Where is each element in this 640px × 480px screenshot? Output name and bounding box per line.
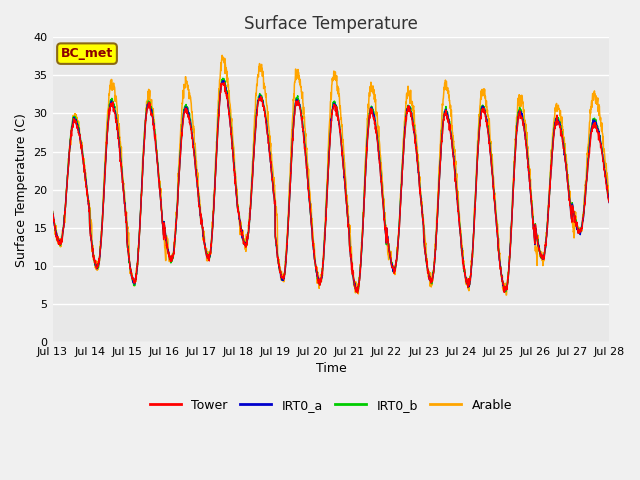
Text: BC_met: BC_met: [61, 47, 113, 60]
X-axis label: Time: Time: [316, 362, 346, 375]
Title: Surface Temperature: Surface Temperature: [244, 15, 418, 33]
Legend: Tower, IRT0_a, IRT0_b, Arable: Tower, IRT0_a, IRT0_b, Arable: [145, 394, 517, 417]
Y-axis label: Surface Temperature (C): Surface Temperature (C): [15, 113, 28, 266]
